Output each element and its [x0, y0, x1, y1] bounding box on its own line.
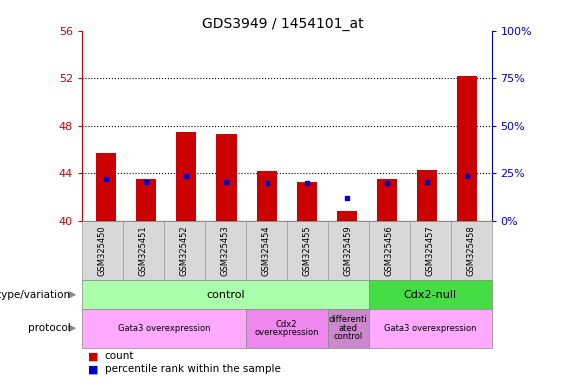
Text: Cdx2-null: Cdx2-null — [403, 290, 457, 300]
Text: GSM325457: GSM325457 — [425, 225, 434, 276]
Bar — [377, 179, 397, 221]
Text: control: control — [333, 332, 363, 341]
Text: percentile rank within the sample: percentile rank within the sample — [105, 364, 280, 374]
Text: GSM325453: GSM325453 — [221, 225, 230, 276]
Text: differenti: differenti — [329, 315, 367, 324]
Bar — [337, 211, 357, 221]
Text: GSM325450: GSM325450 — [98, 225, 107, 276]
Bar — [136, 179, 156, 221]
Text: count: count — [105, 351, 134, 361]
Text: GSM325459: GSM325459 — [344, 225, 353, 276]
Text: GSM325458: GSM325458 — [467, 225, 476, 276]
Bar — [257, 171, 277, 221]
Text: GSM325452: GSM325452 — [180, 225, 189, 276]
Text: genotype/variation: genotype/variation — [0, 290, 71, 300]
Bar — [176, 132, 197, 221]
Text: ■: ■ — [88, 351, 98, 361]
Bar — [297, 182, 317, 221]
Bar — [96, 153, 116, 221]
Text: Gata3 overexpression: Gata3 overexpression — [384, 324, 476, 333]
Text: GSM325451: GSM325451 — [139, 225, 148, 276]
Text: GSM325454: GSM325454 — [262, 225, 271, 276]
Text: GDS3949 / 1454101_at: GDS3949 / 1454101_at — [202, 17, 363, 31]
Bar — [216, 134, 237, 221]
Bar — [418, 170, 437, 221]
Text: Gata3 overexpression: Gata3 overexpression — [118, 324, 210, 333]
Text: ■: ■ — [88, 364, 98, 374]
Text: Cdx2: Cdx2 — [276, 319, 298, 329]
Text: control: control — [206, 290, 245, 300]
Text: GSM325456: GSM325456 — [385, 225, 394, 276]
Bar — [458, 76, 477, 221]
Text: overexpression: overexpression — [254, 328, 319, 337]
Text: ated: ated — [338, 324, 358, 333]
Text: GSM325455: GSM325455 — [303, 225, 312, 276]
Text: protocol: protocol — [28, 323, 71, 333]
